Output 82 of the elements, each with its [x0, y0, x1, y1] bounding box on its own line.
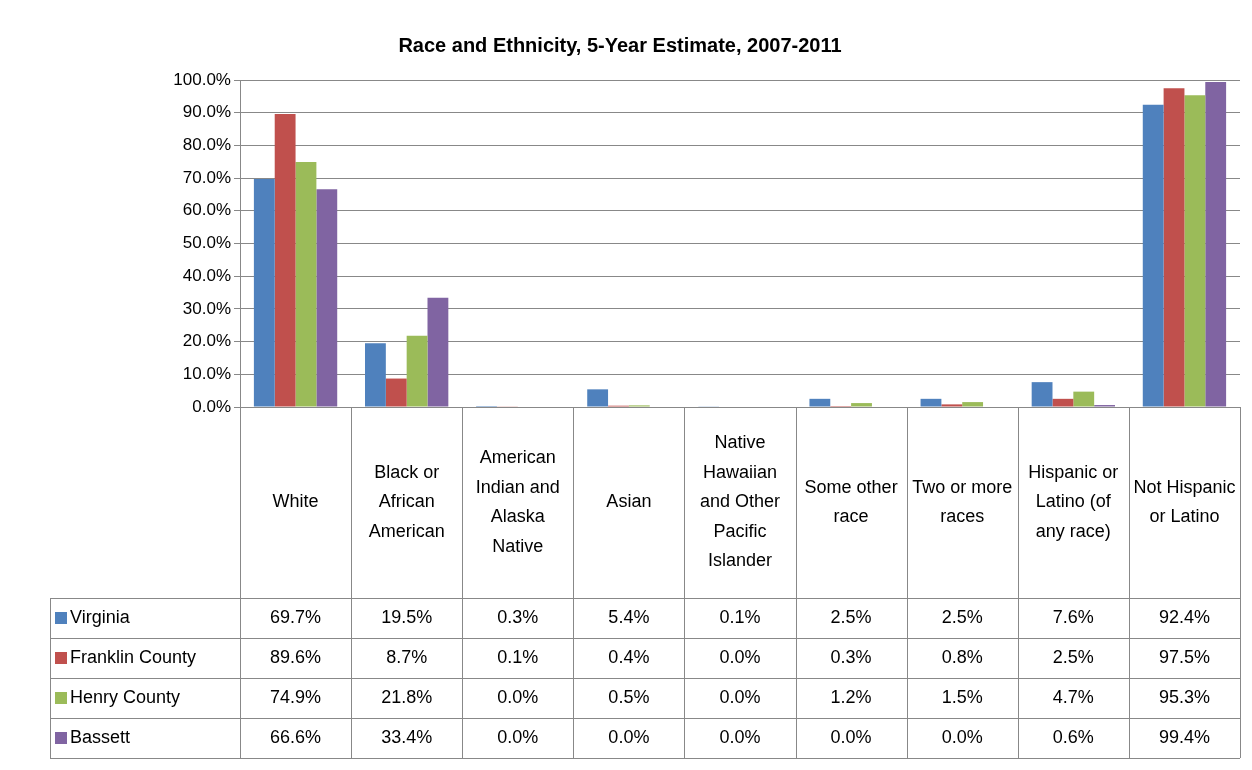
legend-label: Virginia: [70, 606, 131, 627]
y-tick-label: 30.0%: [182, 298, 231, 318]
x-tick-label: American Indian and Alaska Native: [475, 447, 560, 556]
x-tick-label: Two or more races: [912, 476, 1013, 527]
data-label: 8.7%: [386, 646, 428, 667]
bar: [1205, 81, 1227, 407]
bar: [253, 179, 275, 407]
bar: [920, 398, 942, 407]
data-label: 74.9%: [270, 686, 322, 707]
y-tick-label: 70.0%: [182, 167, 231, 187]
y-tick-label: 90.0%: [182, 102, 231, 122]
x-tick-label: Hispanic or Latino (of any race): [1028, 461, 1119, 541]
data-label: 99.4%: [1158, 726, 1210, 747]
data-label: 89.6%: [270, 646, 322, 667]
y-tick-label: 20.0%: [182, 331, 231, 351]
y-tick-label: 100.0%: [173, 69, 231, 89]
data-label: 0.0%: [608, 726, 650, 747]
data-label: 0.0%: [497, 726, 539, 747]
data-label: 69.7%: [270, 606, 322, 627]
data-label: 95.3%: [1158, 686, 1210, 707]
data-label: 4.7%: [1052, 686, 1094, 707]
bar: [295, 162, 317, 407]
bar: [365, 343, 386, 407]
data-label: 0.0%: [830, 726, 872, 747]
data-label: 0.8%: [941, 646, 983, 667]
legend-label: Bassett: [70, 726, 131, 747]
x-tick-label: Some other race: [804, 476, 898, 527]
y-tick-label: 50.0%: [182, 233, 231, 253]
bar: [1184, 95, 1206, 407]
data-label: 0.5%: [608, 686, 650, 707]
bar: [809, 398, 831, 407]
y-tick-label: 10.0%: [182, 363, 231, 383]
chart-title: Race and Ethnicity, 5-Year Estimate, 2007-2011: [398, 33, 842, 56]
data-label: 0.1%: [497, 646, 539, 667]
bar: [406, 335, 428, 407]
data-label: 2.5%: [1052, 646, 1094, 667]
bar: [587, 389, 609, 407]
y-tick-label: 60.0%: [182, 200, 231, 220]
data-label: 0.3%: [830, 646, 872, 667]
bar: [1163, 88, 1185, 407]
data-label: 66.6%: [270, 726, 322, 747]
data-label: 1.5%: [941, 686, 983, 707]
y-tick-label: 0.0%: [192, 396, 231, 416]
bar: [427, 297, 449, 407]
bar: [385, 378, 407, 407]
x-tick-label: Asian: [606, 491, 652, 512]
bar: [316, 189, 338, 407]
data-label: 21.8%: [381, 686, 433, 707]
bar: [1052, 398, 1074, 407]
legend-label: Henry County: [70, 686, 181, 707]
bar: [1073, 391, 1095, 407]
y-tick-label: 80.0%: [182, 135, 231, 155]
data-label: 0.0%: [497, 686, 539, 707]
data-label: 0.0%: [719, 726, 761, 747]
x-tick-label: Black or African American: [368, 461, 445, 541]
bar: [851, 403, 872, 407]
data-label: 33.4%: [381, 726, 433, 747]
data-label: 97.5%: [1158, 646, 1210, 667]
data-label: 0.0%: [941, 726, 983, 747]
data-label: 7.6%: [1052, 606, 1094, 627]
bar: [274, 114, 296, 407]
data-label: 0.1%: [719, 606, 761, 627]
data-label: 1.2%: [830, 686, 872, 707]
data-label: 0.6%: [1052, 726, 1094, 747]
bar: [962, 402, 984, 407]
y-tick-label: 40.0%: [182, 265, 231, 285]
data-label: 0.0%: [719, 646, 761, 667]
data-label: 92.4%: [1158, 606, 1210, 627]
x-tick-label: White: [272, 491, 319, 512]
data-label: 5.4%: [608, 606, 650, 627]
legend-label: Franklin County: [70, 646, 197, 667]
data-label: 19.5%: [381, 606, 433, 627]
x-tick-label: Native Hawaiian and Other Pacific Islander: [699, 432, 781, 571]
data-label: 0.0%: [719, 686, 761, 707]
data-label: 0.4%: [608, 646, 650, 667]
x-tick-label: Not Hispanic or Latino: [1133, 476, 1236, 527]
data-label: 2.5%: [830, 606, 872, 627]
bar: [1142, 104, 1164, 407]
bar: [941, 404, 963, 407]
data-label: 2.5%: [941, 606, 983, 627]
bar: [1031, 382, 1053, 407]
data-label: 0.3%: [497, 606, 539, 627]
